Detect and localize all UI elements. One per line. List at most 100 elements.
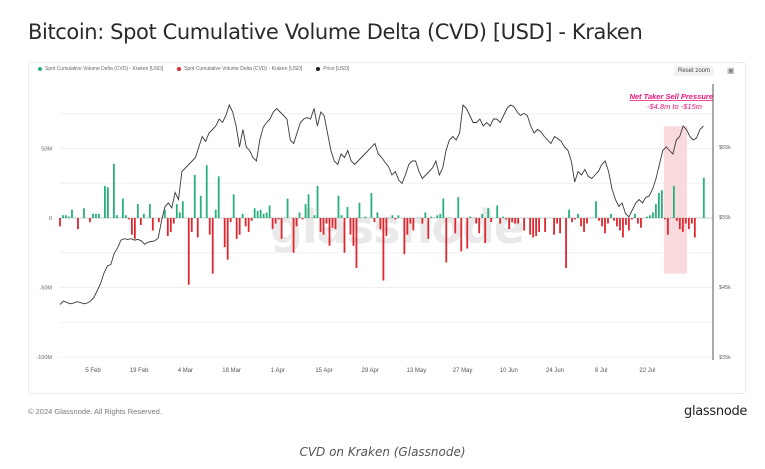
cvd-bar-positive	[98, 213, 100, 218]
cvd-bar-negative	[385, 218, 388, 237]
x-tick-label: 5 Feb	[85, 368, 101, 374]
cvd-bar-positive	[654, 204, 657, 218]
cvd-bar-positive	[568, 209, 570, 218]
axes: 50M 0 -50M -100M $65k $55k $45k $35k 5 Feb 19 Feb…	[36, 84, 731, 374]
cvd-bar-negative	[250, 218, 253, 221]
cvd-bar-negative	[684, 218, 687, 224]
cvd-bar-negative	[598, 218, 600, 221]
cvd-bar-negative	[607, 218, 609, 224]
legend-item-cvd-negative[interactable]: Spot Cumulative Volume Delta (CVD) - Kra…	[177, 66, 302, 72]
cvd-bar-negative	[535, 218, 538, 237]
y-right-tick-label: $45k	[719, 285, 731, 291]
cvd-bar-positive	[175, 204, 178, 218]
cvd-bar-negative	[187, 218, 190, 285]
cvd-bar-positive	[136, 204, 139, 218]
cvd-bars	[59, 163, 712, 285]
cvd-bar-positive	[65, 215, 67, 218]
cvd-bar-negative	[373, 218, 376, 223]
x-tick-label: 8 Jul	[595, 368, 608, 374]
cvd-bar-positive	[92, 213, 94, 218]
x-tick-label: 15 Apr	[315, 368, 332, 374]
x-tick-label: 1 Apr	[271, 368, 285, 374]
chart-legend: Spot Cumulative Volume Delta (CVD) - Kra…	[38, 66, 349, 72]
cvd-bar-negative	[172, 218, 175, 224]
cvd-bar-negative	[89, 218, 91, 223]
cvd-bar-negative	[499, 218, 502, 224]
cvd-bar-negative	[478, 218, 481, 234]
cvd-bar-negative	[274, 218, 277, 224]
cvd-bar-negative	[223, 218, 226, 248]
cvd-bar-negative	[622, 218, 624, 238]
cvd-bar-negative	[475, 218, 478, 224]
cvd-bar-positive	[298, 212, 301, 218]
cvd-bar-negative	[211, 218, 214, 274]
cvd-bar-positive	[268, 205, 271, 218]
price-line	[59, 103, 704, 305]
reset-zoom-button[interactable]: Reset zoom	[674, 66, 715, 76]
cvd-bar-positive	[307, 194, 310, 218]
y-left-tick-label: -100M	[36, 355, 52, 361]
legend-label: Spot Cumulative Volume Delta (CVD) - Kra…	[184, 66, 303, 72]
legend-item-cvd-positive[interactable]: Spot Cumulative Volume Delta (CVD) - Kra…	[38, 66, 163, 72]
x-tick-label: 29 Apr	[362, 368, 379, 374]
cvd-bar-positive	[115, 215, 118, 218]
cvd-bar-positive	[313, 215, 316, 218]
y-right-tick-label: $35k	[719, 355, 731, 361]
cvd-bar-negative	[666, 218, 669, 235]
cvd-bar-positive	[193, 174, 196, 218]
cvd-bar-positive	[337, 195, 340, 218]
cvd-bar-positive	[262, 213, 265, 218]
cvd-bar-positive	[68, 216, 70, 218]
cvd-bar-negative	[244, 218, 247, 227]
cvd-bar-negative	[556, 218, 558, 224]
cvd-bar-positive	[657, 192, 660, 218]
cvd-bar-negative	[59, 218, 61, 227]
cvd-bar-positive	[577, 213, 579, 218]
cvd-bar-negative	[319, 218, 322, 232]
x-tick-label: 27 May	[453, 368, 473, 374]
cvd-bar-negative	[601, 218, 603, 227]
cvd-bar-negative	[379, 218, 382, 230]
cvd-bar-negative	[625, 218, 627, 225]
cvd-bar-positive	[163, 209, 166, 218]
y-left-tick-label: 0	[49, 216, 52, 222]
cvd-bar-positive	[481, 213, 484, 218]
cvd-bar-positive	[496, 205, 499, 218]
legend-item-price[interactable]: Price [USD]	[316, 66, 349, 72]
cvd-bar-negative	[565, 218, 567, 269]
cvd-bar-positive	[113, 163, 115, 218]
cvd-bar-negative	[157, 218, 160, 223]
cvd-bar-negative	[523, 218, 526, 231]
cvd-bar-positive	[502, 216, 505, 218]
x-tick-label: 19 Feb	[130, 368, 149, 374]
cvd-bar-negative	[406, 218, 409, 235]
figure-caption: CVD on Kraken (Glassnode)	[299, 445, 466, 459]
cvd-bar-negative	[394, 218, 397, 220]
cvd-bar-negative	[127, 218, 130, 220]
cvd-bar-negative	[538, 218, 541, 232]
cvd-bar-positive	[107, 187, 109, 218]
cvd-bar-negative	[574, 218, 576, 220]
cvd-bar-negative	[409, 218, 412, 224]
cvd-bar-negative	[133, 218, 136, 239]
brand-logo[interactable]: glassnode	[684, 404, 748, 419]
legend-dot-negative-icon	[177, 67, 182, 71]
legend-dot-positive-icon	[38, 67, 42, 71]
cvd-bar-positive	[316, 186, 319, 218]
cvd-bar-positive	[364, 216, 367, 218]
cvd-bar-negative	[690, 218, 693, 224]
cvd-bar-negative	[238, 218, 241, 235]
cvd-bar-positive	[424, 212, 427, 218]
cvd-bar-positive	[205, 165, 208, 218]
cvd-bar-negative	[169, 218, 172, 232]
camera-icon[interactable]: ▣	[727, 66, 735, 75]
cvd-bar-negative	[322, 218, 325, 235]
cvd-bar-negative	[490, 218, 493, 223]
y-right-tick-label: $65k	[719, 145, 731, 151]
cvd-bar-positive	[652, 212, 654, 218]
cvd-bar-negative	[295, 218, 298, 227]
cvd-bar-negative	[637, 218, 639, 224]
cvd-bar-negative	[130, 218, 133, 235]
cvd-bar-negative	[571, 218, 573, 223]
cvd-bar-negative	[511, 218, 514, 223]
